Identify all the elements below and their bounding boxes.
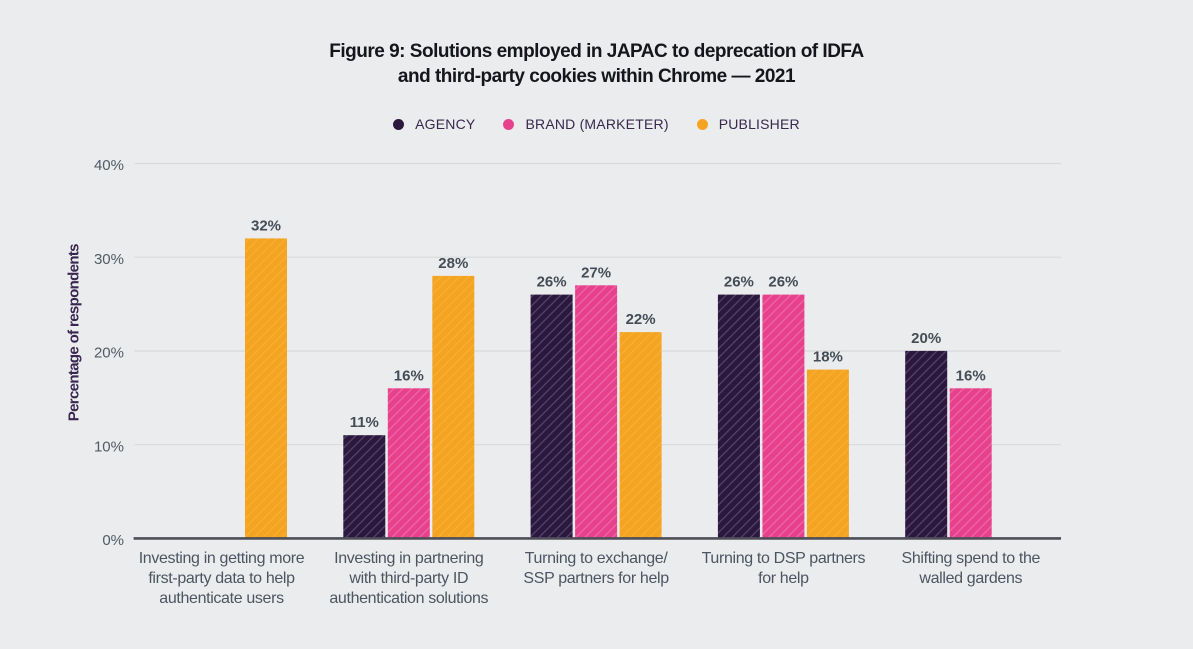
svg-text:11%: 11% [350, 414, 379, 431]
svg-text:26%: 26% [768, 274, 798, 291]
svg-text:22%: 22% [626, 311, 656, 328]
svg-text:16%: 16% [394, 367, 424, 384]
svg-text:26%: 26% [537, 274, 567, 291]
svg-text:20%: 20% [911, 330, 941, 347]
svg-text:16%: 16% [956, 367, 986, 384]
svg-text:0%: 0% [102, 532, 124, 549]
svg-text:18%: 18% [813, 349, 843, 366]
svg-text:Percentage of respondents: Percentage of respondents [66, 244, 83, 421]
svg-text:40%: 40% [94, 157, 124, 174]
svg-text:10%: 10% [94, 438, 124, 455]
svg-text:28%: 28% [438, 255, 468, 272]
svg-text:20%: 20% [94, 345, 124, 362]
svg-text:27%: 27% [581, 264, 611, 281]
svg-text:32%: 32% [251, 217, 281, 234]
svg-text:26%: 26% [724, 274, 754, 291]
svg-text:30%: 30% [94, 251, 124, 268]
